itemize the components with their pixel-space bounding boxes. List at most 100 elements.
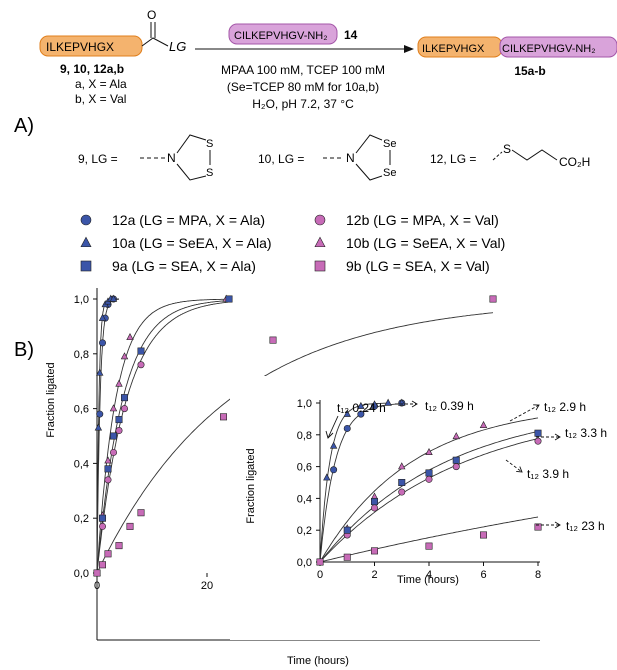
half-life-arrow: [509, 404, 540, 422]
inset-point-9b: [316, 558, 324, 566]
reagent-id: 14: [344, 28, 358, 42]
inset-point-10b: [398, 462, 406, 470]
main-y-tick-label: 1,0: [74, 294, 89, 306]
half-life-annotation: t₁₂ 3.3 h: [565, 426, 607, 440]
half-life-arrow-head: [516, 466, 523, 473]
inset-background: [230, 376, 614, 640]
legend-entry: 12a (LG = MPA, X = Ala): [112, 212, 265, 228]
main-x-axis-title: Time (hours): [287, 655, 349, 667]
main-point-12b: [99, 522, 107, 530]
inset-point-10a: [343, 409, 351, 417]
lg-12-label: 12, LG =: [430, 152, 476, 166]
lg-12-acid: CO₂H: [559, 155, 590, 169]
reaction-arrow-head: [404, 45, 414, 53]
main-point-12b: [104, 476, 112, 484]
lg-9-label: 9, LG =: [78, 152, 118, 166]
inset-point-10b: [425, 447, 433, 455]
lg-12-attachment: [492, 151, 503, 161]
main-point-12b: [137, 361, 145, 369]
inset-point-12a: [343, 424, 351, 432]
inset-point-9a: [398, 478, 406, 486]
inset-point-10a: [323, 473, 331, 481]
inset-point-12a: [357, 410, 365, 418]
inset-chart: Fraction ligated Time (hours) 0 2 4 6 8 0,0 0,…: [230, 376, 614, 640]
main-y-axis-title: Fraction ligated: [45, 362, 57, 437]
legend-entry: 10a (LG = SeEA, X = Ala): [112, 235, 272, 251]
carbonyl-oxygen: O: [147, 8, 156, 22]
inset-point-9b: [425, 542, 433, 550]
inset-fit-curve-9b: [319, 516, 539, 563]
inset-point-12b: [534, 437, 542, 445]
main-point-10b: [120, 352, 129, 360]
main-point-9a: [99, 514, 107, 522]
inset-y-tick-label: 0,8: [297, 430, 312, 442]
main-point-9b: [126, 522, 134, 530]
main-point-12b: [121, 405, 129, 413]
inset-point-9b: [343, 553, 351, 561]
main-y-tick-label: 0,0: [74, 568, 89, 580]
inset-x-axis-title: Time (hours): [397, 574, 459, 586]
main-point-10a: [109, 294, 118, 302]
inset-fit-curve-10a: [319, 402, 389, 563]
half-life-arrow-head: [533, 404, 540, 411]
main-point-9b: [269, 336, 277, 344]
lg-10-selenium-1: Se: [383, 138, 396, 150]
reagent-peptide-label: CILKEPVHGV-NH₂: [234, 30, 328, 42]
main-point-10a: [96, 368, 104, 376]
lg-10-ring-bonds: [355, 134, 383, 181]
main-fit-curve-9b: [96, 312, 494, 574]
lg-10-label: 10, LG =: [258, 152, 304, 166]
lg-12-chain: [511, 149, 558, 161]
half-life-arrow: [505, 459, 523, 473]
inset-y-tick-label: 0,4: [297, 493, 312, 505]
carbonyl-bond: [150, 22, 156, 38]
thioester-bonds: [141, 37, 169, 47]
inset-x-tick-label: 6: [480, 569, 486, 581]
product-right-label: CILKEPVHGV-NH₂: [502, 43, 596, 55]
main-point-9b: [137, 509, 145, 517]
half-life-arrow-head: [411, 400, 418, 408]
main-y-tick-label: 0,4: [74, 458, 89, 470]
half-life-arrow-head: [554, 433, 561, 441]
main-point-12b: [115, 427, 123, 435]
half-life-arrow-head: [554, 521, 561, 529]
lg-9-ring-bonds: [176, 134, 207, 181]
legend-marker-square: [80, 260, 92, 272]
main-point-12b: [110, 448, 118, 456]
inset-point-9b: [534, 523, 542, 531]
main-point-10b: [109, 404, 118, 412]
product-left-label: ILKEPVHGX: [422, 43, 485, 55]
legend-entry: 12b (LG = MPA, X = Val): [346, 212, 499, 228]
main-point-10b: [104, 456, 112, 464]
condition-line-3: H₂O, pH 7.2, 37 °C: [252, 97, 354, 111]
product-id: 15a-b: [514, 64, 545, 78]
main-point-9a: [225, 295, 233, 303]
main-y-tick-label: 0,8: [74, 349, 89, 361]
panel-a-label: A): [14, 115, 34, 137]
legend-entry: 9b (LG = SEA, X = Val): [346, 258, 490, 274]
legend: 12a (LG = MPA, X = Ala) 12b (LG = MPA, X …: [80, 212, 505, 274]
inset-point-10a: [384, 398, 392, 406]
inset-x-tick-label: 2: [371, 569, 377, 581]
substrate-ids: 9, 10, 12a,b: [60, 62, 124, 76]
inset-x-tick-label: 8: [535, 569, 541, 581]
inset-point-9b: [370, 547, 378, 555]
main-point-10b: [126, 333, 134, 341]
main-point-10b: [115, 379, 123, 387]
inset-y-tick-label: 1,0: [297, 398, 312, 410]
main-point-9a: [121, 394, 129, 402]
main-point-9b: [99, 561, 107, 569]
inset-point-9a: [452, 456, 460, 464]
main-point-10a: [94, 423, 103, 431]
main-y-tick-label: 0,6: [74, 404, 89, 416]
main-point-12a: [99, 339, 107, 347]
inset-point-9a: [534, 429, 542, 437]
substrate-variant-a: a, X = Ala: [75, 77, 127, 91]
main-point-9b: [104, 550, 112, 558]
lg-10-selenium-2: Se: [383, 167, 396, 179]
lg-9-nitrogen: N: [167, 151, 176, 165]
reagent-peptide-pill: [228, 23, 338, 45]
half-life-annotation: t₁₂ 0.39 h: [425, 399, 474, 413]
substrate-variant-b: b, X = Val: [75, 92, 126, 106]
